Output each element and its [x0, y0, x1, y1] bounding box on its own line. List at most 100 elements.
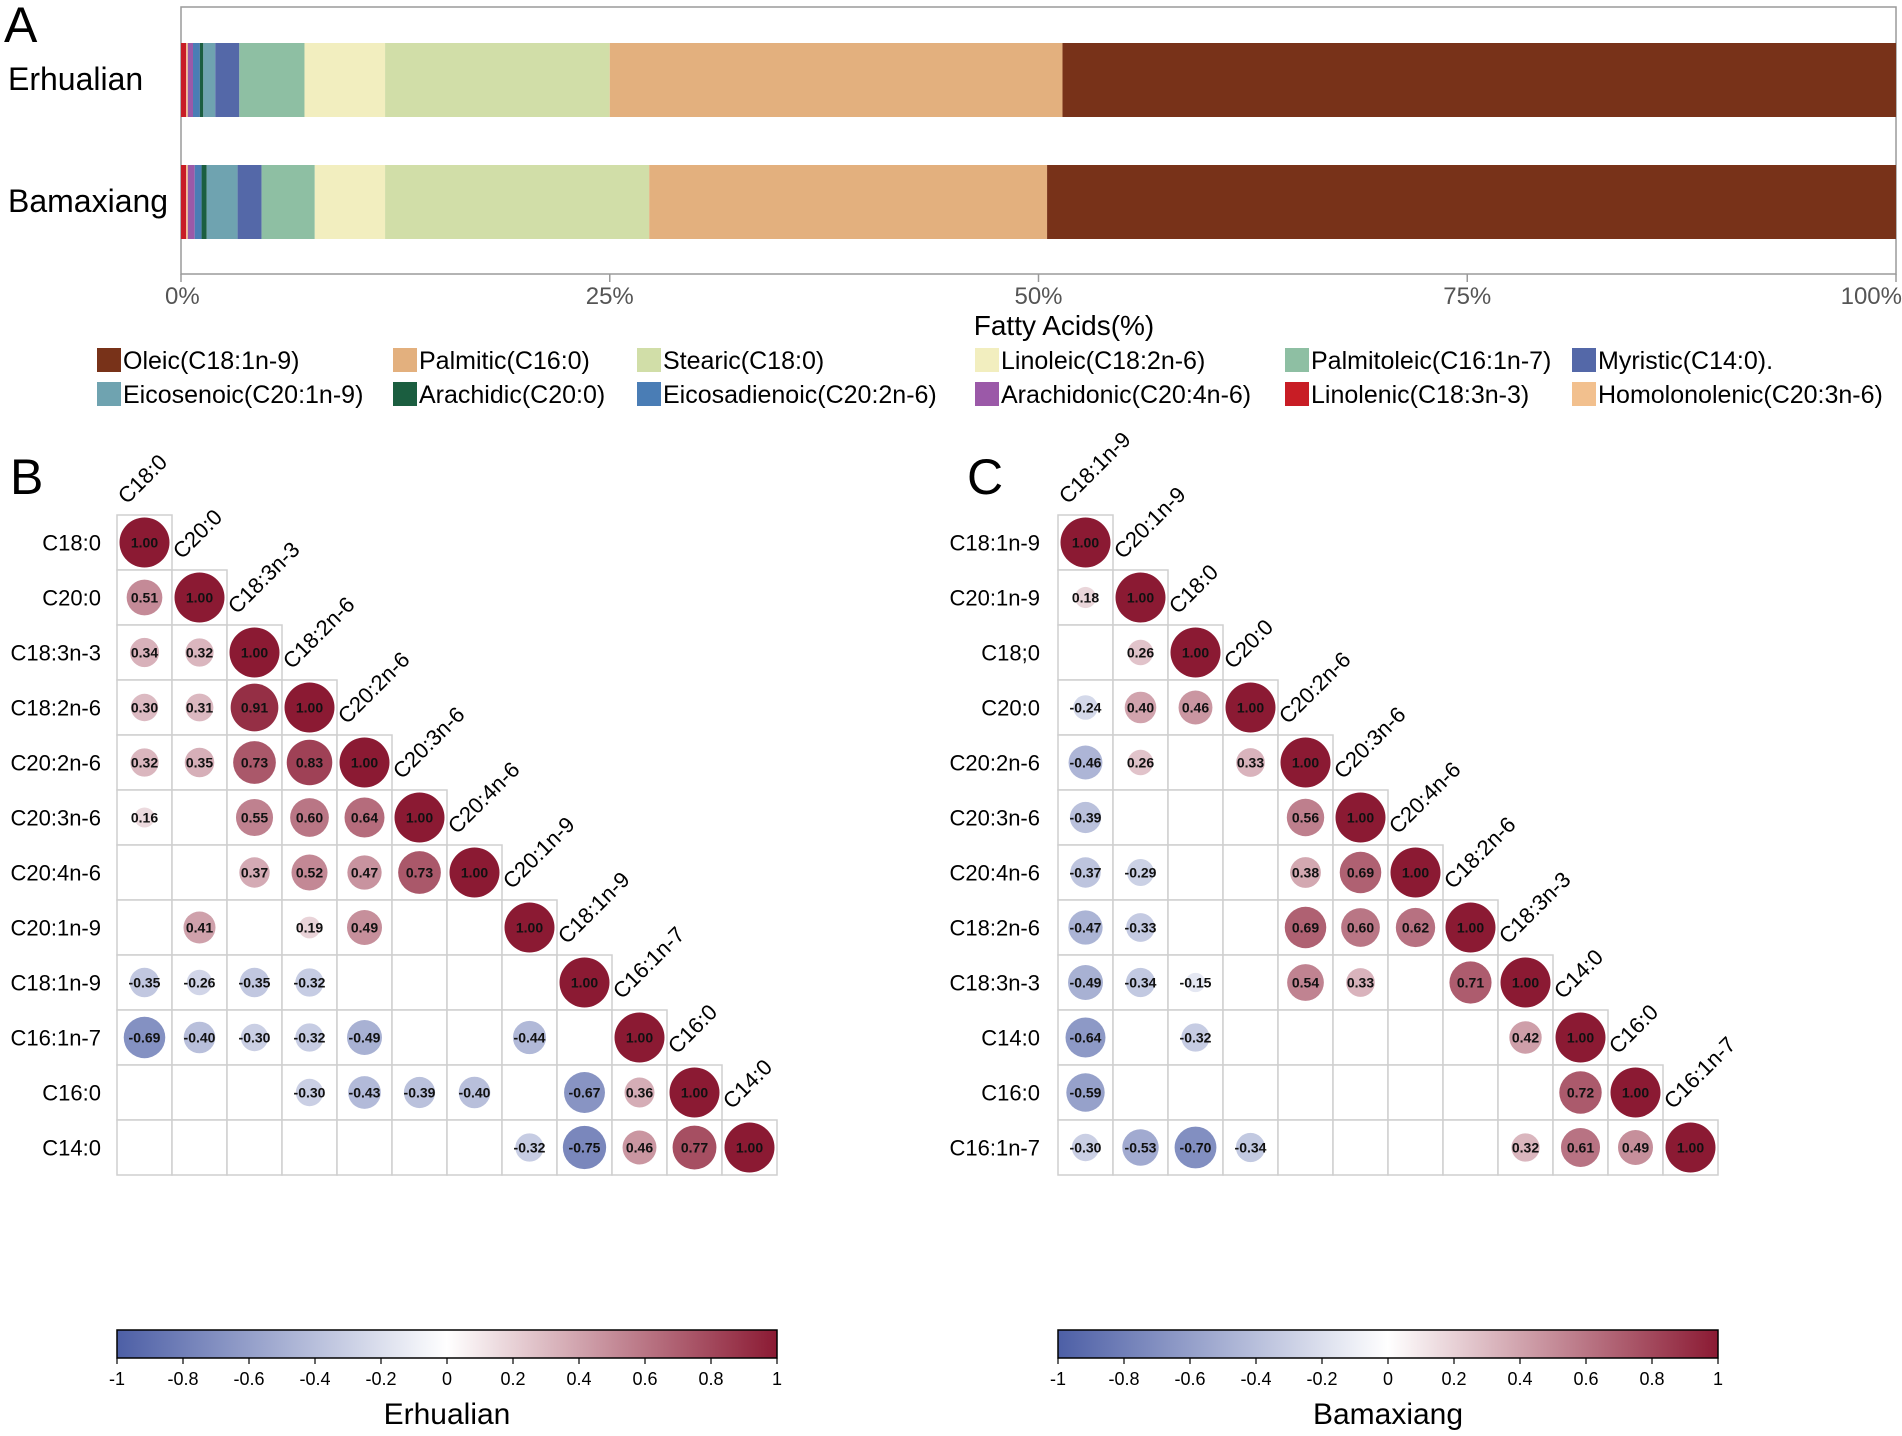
- legend-swatch-linoleic-c18-2n-6: [975, 348, 999, 372]
- bamaxiang-corr-circle: [1122, 1129, 1159, 1166]
- bamaxiang-corr-circle: [1395, 907, 1436, 948]
- bamaxiang-corr-value: 0.40: [1127, 700, 1154, 716]
- bar-bamaxiang-homolonolenic-c20-3n-6: [186, 165, 188, 239]
- legend-swatch-eicosenoic-c20-1n-9: [97, 382, 121, 406]
- erhualian-grid-cell: [171, 1064, 228, 1121]
- legend-label-palmitic-c16-0: Palmitic(C16:0): [419, 347, 590, 375]
- erhualian-row-label: C16:0: [42, 1081, 101, 1106]
- bamaxiang-corr-circle: [1287, 964, 1324, 1001]
- correlation-matrix-erhualian: 1.00 0.51 1.00 0.34 0.32 1.00 0.30 0.31 0.91 1.00…: [10, 449, 782, 1431]
- legend-swatch-oleic-c18-1n-9: [97, 348, 121, 372]
- legend-label-palmitoleic-c16-1n-7: Palmitoleic(C16:1n-7): [1311, 347, 1551, 375]
- erhualian-corr-circle: [129, 637, 160, 668]
- bamaxiang-corr-value: 1.00: [1677, 1140, 1704, 1156]
- erhualian-corr-circle: [295, 1078, 324, 1107]
- erhualian-row-label: C20:1n-9: [10, 916, 101, 941]
- bamaxiang-row-label: C18:1n-9: [949, 531, 1040, 556]
- bar-bamaxiang-eicosadienoic-c20-2n-6: [194, 165, 202, 239]
- bamaxiang-row-label: C16:1n-7: [949, 1136, 1040, 1161]
- bamaxiang-corr-circle: [1069, 801, 1102, 834]
- erhualian-corr-circle: [295, 968, 324, 997]
- bamaxiang-corr-value: 0.33: [1237, 755, 1264, 771]
- bamaxiang-grid-cell: [1222, 789, 1279, 846]
- erhualian-corr-value: 0.30: [131, 700, 158, 716]
- erhualian-corr-value: 1.00: [736, 1140, 763, 1156]
- bamaxiang-corr-circle: [1339, 851, 1382, 894]
- category-label-bamaxiang: Bamaxiang: [8, 183, 168, 219]
- panel-label-a: A: [4, 0, 38, 53]
- erhualian-corr-value: 1.00: [186, 590, 213, 606]
- erhualian-corr-circle: [286, 739, 333, 786]
- bamaxiang-col-label: C16:0: [1604, 999, 1663, 1058]
- bamaxiang-corr-circle: [1124, 691, 1157, 724]
- bar-bamaxiang-stearic-c18-0: [385, 165, 650, 239]
- bamaxiang-corr-circle: [1115, 572, 1166, 623]
- x-axis-ticks: 0% 25% 50% 75% 100%: [165, 274, 1902, 310]
- bamaxiang-corr-value: -0.64: [1070, 1030, 1102, 1046]
- legend-label-arachidonic-c20-4n-6: Arachidonic(C20:4n-6): [1001, 381, 1251, 409]
- erhualian-col-label: C20:0: [168, 504, 227, 563]
- panel-label-b: B: [10, 449, 43, 505]
- erhualian-corr-circle: [184, 747, 215, 778]
- erhualian-corr-value: 0.73: [241, 755, 268, 771]
- erhualian-corr-circle: [295, 1023, 324, 1052]
- bamaxiang-corr-circle: [1071, 1133, 1100, 1162]
- erhualian-colorbar-tick-label: 0.4: [566, 1369, 591, 1389]
- bamaxiang-grid-cell: [1112, 1064, 1169, 1121]
- stacked-bar-chart: Erhualian Bamaxiang 0% 25% 50% 75% 100% Fatty…: [8, 6, 1902, 409]
- bamaxiang-corr-circle: [1065, 1017, 1106, 1058]
- bar-bamaxiang-linoleic-c18-2n-6: [314, 165, 386, 239]
- erhualian-corr-value: 0.41: [186, 920, 213, 936]
- bamaxiang-colorbar-tick-label: -0.6: [1174, 1369, 1205, 1389]
- bamaxiang-grid-cell: [1387, 1009, 1444, 1066]
- bamaxiang-corr-value: 1.00: [1237, 700, 1264, 716]
- bar-bamaxiang-palmitoleic-c16-1n-7: [261, 165, 315, 239]
- bamaxiang-colorbar-tick-label: 0: [1383, 1369, 1393, 1389]
- erhualian-corr-circle: [185, 638, 214, 667]
- legend-swatch-homolonolenic-c20-3n-6: [1572, 382, 1596, 406]
- bamaxiang-corr-value: -0.24: [1070, 700, 1102, 716]
- bamaxiang-corr-value: 0.18: [1072, 590, 1099, 606]
- bamaxiang-corr-circle: [1236, 748, 1265, 777]
- legend-label-oleic-c18-1n-9: Oleic(C18:1n-9): [123, 347, 299, 375]
- erhualian-corr-circle: [235, 798, 274, 837]
- bamaxiang-corr-circle: [1060, 517, 1111, 568]
- legend-swatch-myristic-c14-0: [1572, 348, 1596, 372]
- bamaxiang-row-label: C20:0: [981, 696, 1040, 721]
- bamaxiang-corr-circle: [1185, 972, 1206, 993]
- erhualian-corr-value: -0.40: [184, 1030, 216, 1046]
- erhualian-grid-cell: [391, 954, 448, 1011]
- erhualian-corr-value: -0.35: [239, 975, 271, 991]
- bamaxiang-colorbar: [1057, 1329, 1719, 1359]
- erhualian-row-label: C16:1n-7: [10, 1026, 101, 1051]
- bamaxiang-corr-value: 0.62: [1402, 920, 1429, 936]
- category-labels: Erhualian Bamaxiang: [8, 61, 168, 219]
- bamaxiang-corr-value: -0.34: [1125, 975, 1157, 991]
- erhualian-corr-circle: [515, 1133, 544, 1162]
- erhualian-corr-value: 0.32: [131, 755, 158, 771]
- bamaxiang-colorbar-tick-label: -1: [1050, 1369, 1066, 1389]
- erhualian-row-label: C18:0: [42, 531, 101, 556]
- erhualian-corr-value: 0.31: [186, 700, 213, 716]
- erhualian-col-label: C16:0: [663, 999, 722, 1058]
- erhualian-colorbar-tick-label: 0.2: [500, 1369, 525, 1389]
- bamaxiang-colorbar-tick-label: 1: [1713, 1369, 1723, 1389]
- bamaxiang-col-label: C18:2n-6: [1439, 812, 1521, 894]
- erhualian-corr-circle: [449, 847, 500, 898]
- bamaxiang-corr-circle: [1174, 1126, 1217, 1169]
- bamaxiang-corr-value: 1.00: [1622, 1085, 1649, 1101]
- erhualian-corr-value: -0.32: [294, 1030, 326, 1046]
- bamaxiang-corr-value: -0.47: [1070, 920, 1102, 936]
- legend-swatch-palmitoleic-c16-1n-7: [1285, 348, 1309, 372]
- bamaxiang-grid-cell: [1387, 1064, 1444, 1121]
- bamaxiang-grid-cell: [1222, 844, 1279, 901]
- erhualian-corr-value: 0.77: [681, 1140, 708, 1156]
- bamaxiang-corr-circle: [1335, 792, 1386, 843]
- erhualian-corr-circle: [669, 1067, 720, 1118]
- bamaxiang-corr-value: 0.56: [1292, 810, 1319, 826]
- erhualian-corr-circle: [186, 969, 213, 996]
- erhualian-corr-circle: [229, 627, 280, 678]
- bamaxiang-corr-circle: [1127, 859, 1154, 886]
- bamaxiang-corr-value: 0.26: [1127, 645, 1154, 661]
